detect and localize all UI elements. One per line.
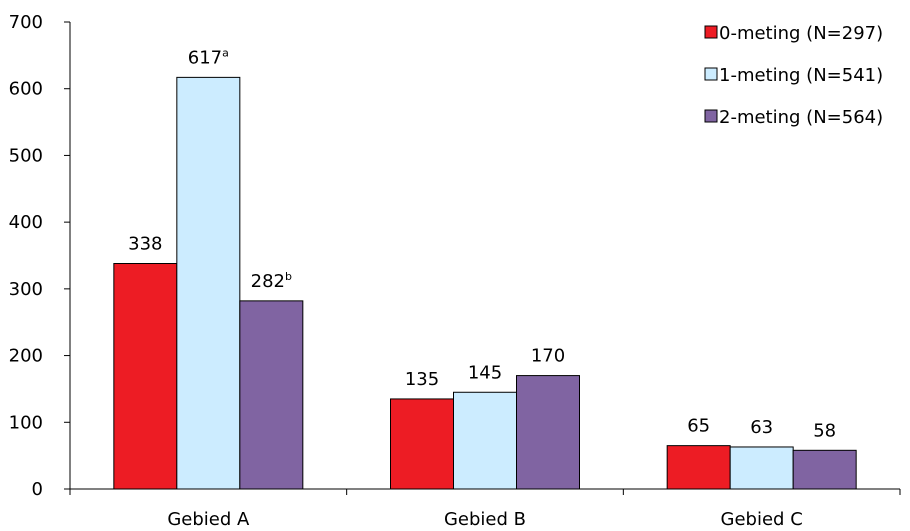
x-category-label: Gebied A bbox=[167, 509, 250, 530]
y-tick-label: 600 bbox=[9, 79, 43, 100]
bar bbox=[516, 375, 580, 490]
legend-label: 2-meting (N=564) bbox=[719, 107, 883, 128]
legend-label: 0-meting (N=297) bbox=[719, 23, 883, 44]
data-label: 617a bbox=[188, 46, 229, 68]
data-label: 63 bbox=[750, 417, 773, 438]
chart-legend: 0-meting (N=297) 1-meting (N=541) 2-meting… bbox=[704, 23, 883, 128]
bar bbox=[729, 446, 794, 490]
bar bbox=[666, 445, 731, 490]
x-category-label: Gebied C bbox=[721, 509, 803, 530]
bar bbox=[390, 398, 454, 490]
y-tick-label: 100 bbox=[9, 412, 43, 433]
bar bbox=[239, 300, 304, 490]
y-tick-label: 700 bbox=[9, 12, 43, 33]
bar bbox=[113, 263, 178, 490]
legend-label: 1-meting (N=541) bbox=[719, 65, 883, 86]
y-tick-label: 0 bbox=[32, 479, 43, 500]
data-label: 135 bbox=[405, 369, 439, 390]
data-label: 170 bbox=[531, 346, 565, 367]
bar bbox=[792, 449, 857, 490]
legend-swatch bbox=[704, 67, 718, 81]
data-label: 338 bbox=[128, 234, 162, 255]
data-label: 145 bbox=[468, 362, 502, 383]
y-tick-label: 500 bbox=[9, 145, 43, 166]
bar bbox=[453, 391, 517, 490]
y-tick-label: 200 bbox=[9, 346, 43, 367]
y-tick-label: 300 bbox=[9, 279, 43, 300]
y-tick-label: 400 bbox=[9, 212, 43, 233]
data-label: 65 bbox=[687, 416, 710, 437]
data-label: 282b bbox=[251, 270, 292, 292]
legend-swatch bbox=[704, 25, 718, 39]
data-label: 58 bbox=[813, 420, 836, 441]
bar bbox=[176, 76, 241, 490]
chart-axes: 0 100 200 300 400 500 600 700 Gebied A Gebied B Ge… bbox=[9, 12, 901, 530]
x-category-label: Gebied B bbox=[444, 509, 526, 530]
chart-bars: 338 617a 282b 135 145 170 65 63 58 bbox=[113, 46, 857, 490]
legend-swatch bbox=[704, 109, 718, 123]
